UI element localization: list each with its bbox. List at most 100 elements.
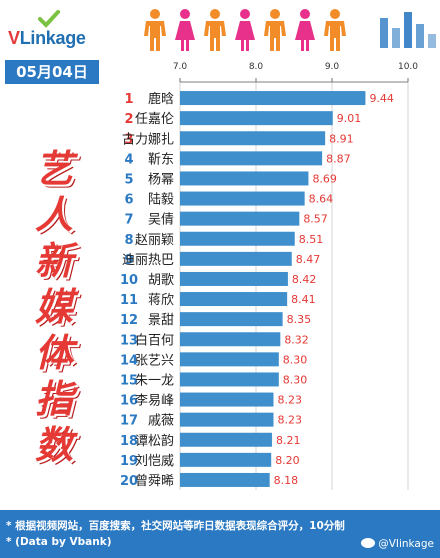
score-bar: [180, 292, 288, 307]
side-title: 艺人新媒体指数: [24, 146, 84, 468]
artist-name: 古力娜扎: [122, 132, 174, 147]
weibo-handle[interactable]: @VIinkage: [361, 538, 434, 550]
score-bar: [180, 91, 366, 106]
x-tick-label: 10.0: [398, 62, 418, 72]
score-bar: [180, 392, 274, 407]
score-label: 8.91: [329, 132, 354, 145]
score-bar: [180, 271, 288, 286]
artist-name: 靳东: [148, 152, 174, 167]
score-bar: [180, 211, 300, 226]
score-label: 8.87: [326, 152, 351, 165]
score-label: 8.20: [275, 454, 300, 467]
rank-number: 9: [124, 253, 133, 268]
score-bar: [180, 151, 323, 166]
side-title-char: 媒: [34, 285, 73, 329]
male-icon: [144, 9, 166, 51]
male-icon: [204, 9, 226, 51]
side-title-char: 人: [34, 193, 73, 237]
date-label: 05月04日: [5, 60, 99, 84]
logo-rest: Linkage: [19, 28, 86, 48]
rank-number: 16: [120, 394, 138, 409]
artist-name: 迪丽热巴: [122, 253, 174, 268]
side-title-char: 体: [34, 331, 73, 375]
artist-name: 鹿晗: [148, 91, 174, 107]
footer: * 根据视频网站，百度搜索，社交网站等昨日数据表现综合评分，10分制 * (Da…: [0, 510, 440, 558]
artist-name: 胡歌: [148, 273, 174, 288]
score-bar: [180, 231, 295, 246]
artist-name: 白百何: [135, 332, 174, 348]
male-icon: [264, 9, 286, 51]
rank-number: 3: [124, 132, 133, 147]
score-bar: [180, 432, 272, 447]
side-title-char: 数: [34, 423, 73, 467]
artist-name: 杨幂: [148, 172, 174, 187]
score-label: 8.23: [277, 414, 302, 427]
score-bar: [180, 352, 279, 367]
score-bar: [180, 332, 281, 347]
footer-note: * 根据视频网站，百度搜索，社交网站等昨日数据表现综合评分，10分制: [6, 520, 345, 532]
rank-number: 8: [124, 233, 133, 248]
score-label: 9.01: [337, 112, 362, 125]
rank-number: 13: [120, 333, 138, 348]
score-label: 8.42: [292, 273, 317, 286]
score-label: 8.57: [303, 213, 328, 226]
artist-name: 谭松韵: [135, 434, 174, 449]
score-label: 8.18: [274, 474, 299, 487]
score-bar: [180, 191, 305, 206]
rank-number: 15: [120, 373, 138, 388]
score-label: 8.41: [291, 293, 316, 306]
artist-name: 陆毅: [148, 192, 174, 208]
logo-text: VLinkage: [8, 28, 86, 49]
score-bar: [180, 171, 309, 186]
artist-name: 任嘉伦: [135, 112, 174, 127]
artist-name: 刘恺威: [135, 454, 174, 469]
weibo-handle-text: @VIinkage: [378, 538, 434, 550]
rank-number: 19: [120, 454, 138, 469]
score-label: 9.44: [369, 92, 394, 105]
female-icon: [175, 9, 195, 51]
rank-number: 11: [120, 293, 138, 308]
score-label: 8.23: [277, 394, 302, 407]
rank-number: 6: [124, 193, 133, 208]
check-icon: [38, 10, 60, 28]
rank-number: 14: [120, 353, 138, 368]
score-label: 8.30: [283, 353, 308, 366]
rank-number: 2: [124, 112, 133, 127]
x-tick-label: 9.0: [325, 62, 340, 72]
artist-name: 曾舜晞: [135, 474, 174, 489]
score-label: 8.64: [309, 193, 334, 206]
rank-number: 1: [124, 92, 133, 107]
x-tick-label: 8.0: [249, 62, 264, 72]
score-label: 8.21: [276, 434, 301, 447]
decorative-graphic: [380, 12, 436, 48]
score-bar: [180, 251, 292, 266]
rank-number: 20: [120, 474, 138, 489]
score-label: 8.69: [312, 172, 337, 185]
female-icon: [235, 9, 255, 51]
artist-name: 李易峰: [135, 394, 174, 409]
score-bar: [180, 372, 279, 387]
weibo-icon: [361, 538, 376, 548]
artist-name: 吴倩: [148, 213, 174, 228]
score-label: 8.35: [287, 313, 312, 326]
score-label: 8.32: [284, 333, 309, 346]
side-title-char: 艺: [34, 147, 73, 191]
score-bar: [180, 412, 274, 427]
rank-number: 18: [120, 434, 138, 449]
rank-number: 17: [120, 414, 138, 429]
artist-name: 朱一龙: [135, 373, 174, 388]
rank-number: 12: [120, 313, 138, 328]
rank-number: 10: [120, 273, 138, 288]
artist-name: 景甜: [148, 312, 174, 328]
male-icon: [324, 9, 346, 51]
artist-name: 张艺兴: [135, 353, 174, 368]
people-icons-row: [142, 8, 352, 52]
score-label: 8.51: [299, 233, 324, 246]
artist-name: 戚薇: [148, 414, 174, 429]
score-label: 8.30: [283, 373, 308, 386]
footer-source: * (Data by Vbank): [6, 536, 112, 548]
artist-name: 赵丽颖: [135, 233, 174, 248]
female-icon: [295, 9, 315, 51]
vlinkage-logo: VLinkage: [8, 10, 108, 50]
